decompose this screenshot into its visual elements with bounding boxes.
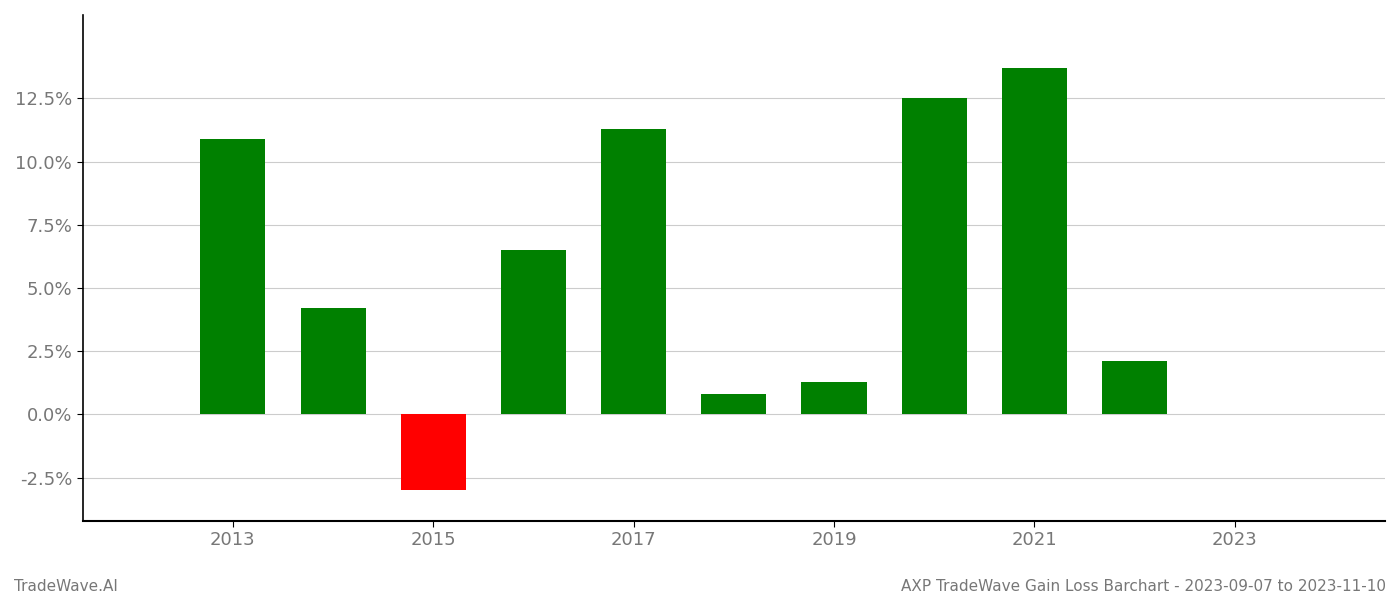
Text: AXP TradeWave Gain Loss Barchart - 2023-09-07 to 2023-11-10: AXP TradeWave Gain Loss Barchart - 2023-…: [902, 579, 1386, 594]
Bar: [601, 129, 666, 415]
Bar: [902, 98, 967, 415]
Text: TradeWave.AI: TradeWave.AI: [14, 579, 118, 594]
Bar: [1002, 68, 1067, 415]
Bar: [801, 382, 867, 415]
Bar: [501, 250, 566, 415]
Bar: [400, 415, 466, 490]
Bar: [200, 139, 266, 415]
Bar: [701, 394, 766, 415]
Bar: [1102, 361, 1168, 415]
Bar: [301, 308, 365, 415]
